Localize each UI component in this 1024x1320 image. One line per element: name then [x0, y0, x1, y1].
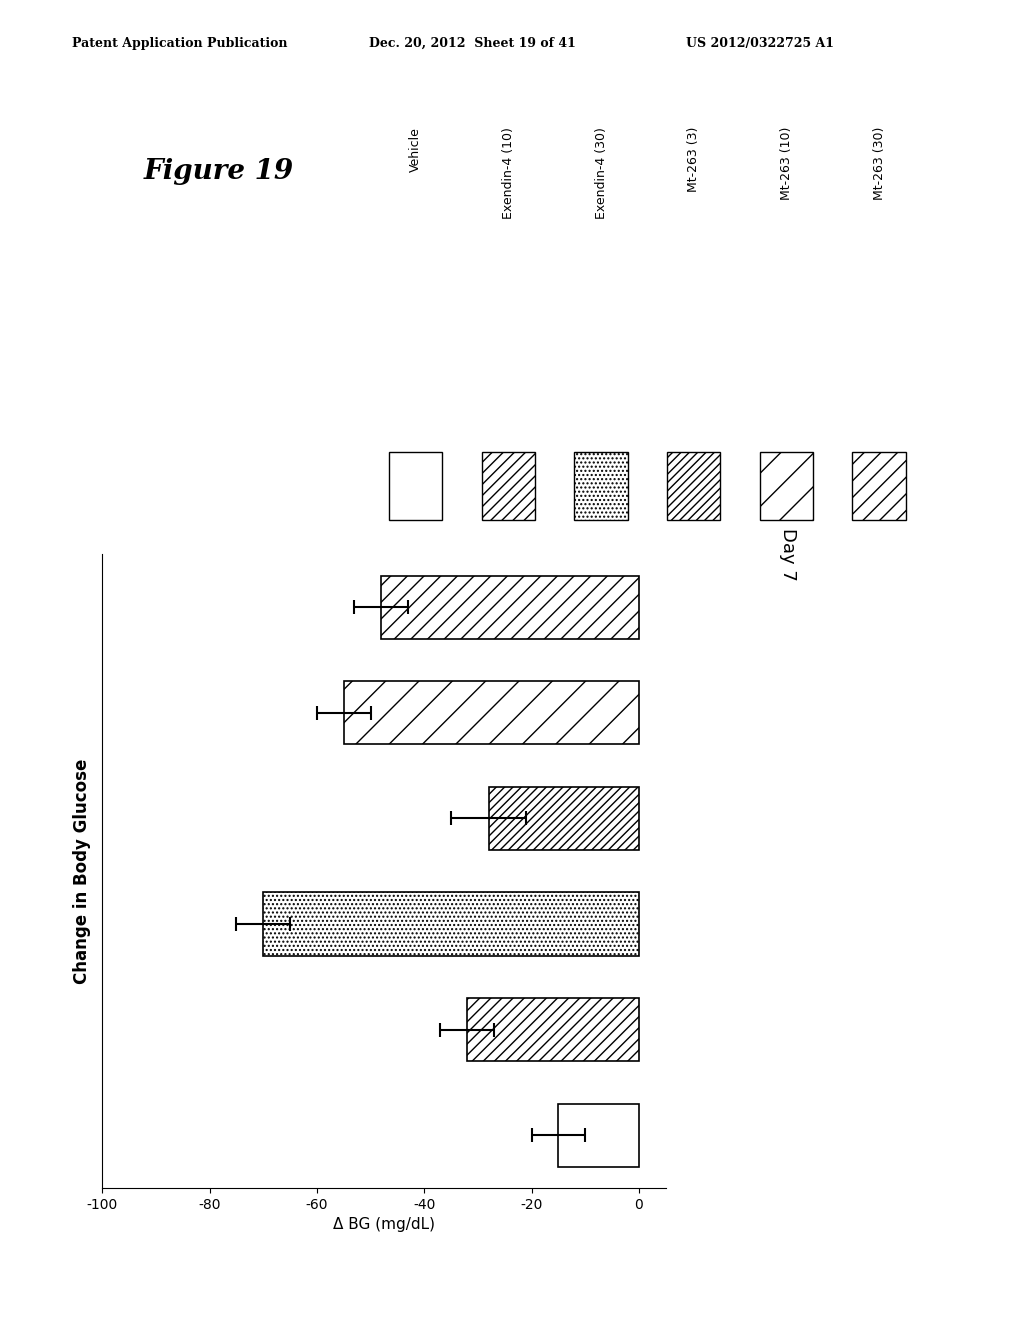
Y-axis label: Change in Body Glucose: Change in Body Glucose — [74, 759, 91, 983]
Bar — [263, 892, 639, 956]
Text: Mt-263 (30): Mt-263 (30) — [872, 127, 886, 201]
Text: Exendin-4 (10): Exendin-4 (10) — [502, 127, 515, 219]
Bar — [467, 998, 639, 1061]
Text: US 2012/0322725 A1: US 2012/0322725 A1 — [686, 37, 835, 50]
Text: Dec. 20, 2012  Sheet 19 of 41: Dec. 20, 2012 Sheet 19 of 41 — [369, 37, 575, 50]
Bar — [381, 576, 639, 639]
Text: Mt-263 (10): Mt-263 (10) — [780, 127, 793, 201]
Text: Vehicle: Vehicle — [410, 127, 422, 172]
Text: Figure 19: Figure 19 — [143, 158, 294, 185]
Text: Patent Application Publication: Patent Application Publication — [72, 37, 287, 50]
Bar — [481, 451, 535, 520]
Bar — [574, 451, 628, 520]
Bar — [488, 787, 639, 850]
Text: Day 7: Day 7 — [779, 528, 798, 581]
X-axis label: Δ BG (mg/dL): Δ BG (mg/dL) — [333, 1217, 435, 1233]
Text: Mt-263 (3): Mt-263 (3) — [687, 127, 700, 193]
Bar — [667, 451, 720, 520]
Bar — [344, 681, 639, 744]
Text: Exendin-4 (30): Exendin-4 (30) — [595, 127, 607, 219]
Bar — [558, 1104, 639, 1167]
Bar — [852, 451, 905, 520]
Bar — [760, 451, 813, 520]
Bar — [389, 451, 442, 520]
